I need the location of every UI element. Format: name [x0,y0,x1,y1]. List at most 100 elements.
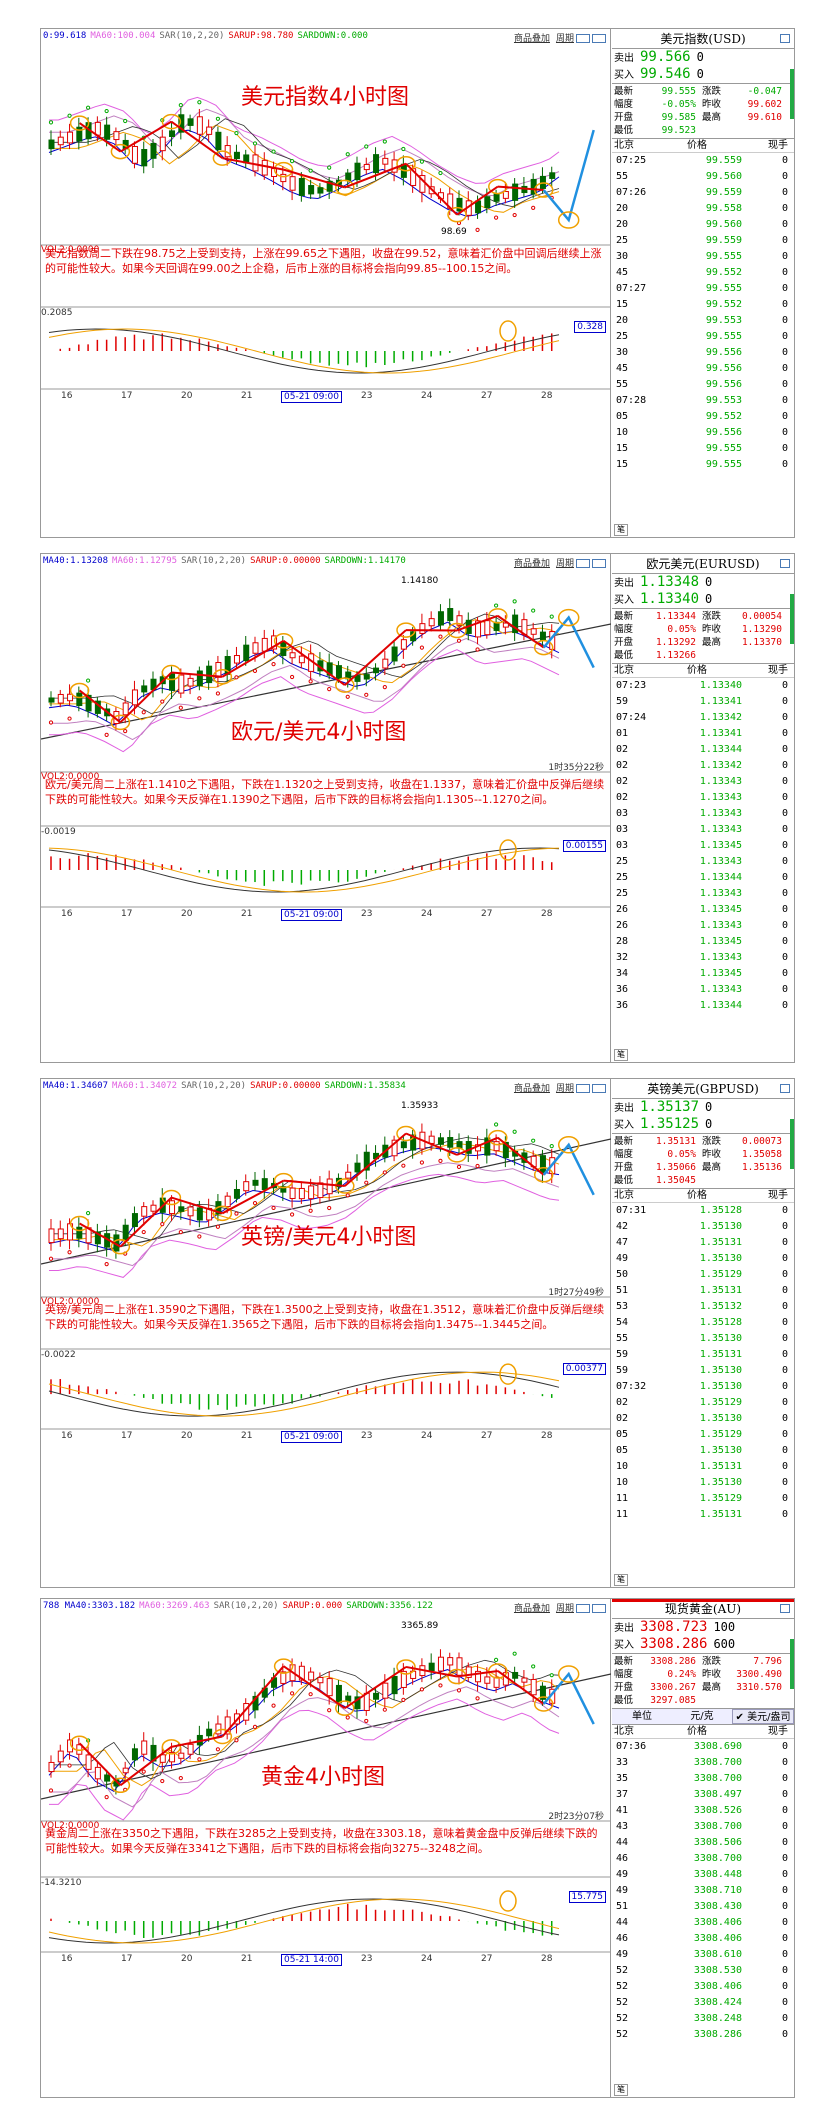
instrument-title: 欧元美元(EURUSD) [612,554,794,574]
unit-option[interactable]: ✔ 美元/盎司 [732,1709,794,1724]
sell-quote-row[interactable]: 卖出 1.35137 0 [612,1099,794,1116]
add-product-button[interactable]: 商品叠加 [513,1604,550,1614]
sar-dot [531,1138,536,1143]
candle-body [382,658,389,669]
sar-dot [104,732,109,737]
buy-quote-row[interactable]: 买入 1.35125 0 [612,1116,794,1133]
tick-row: 02 1.35130 0 [612,1411,794,1427]
sar-dot [512,599,517,604]
window-icon[interactable] [592,1084,606,1093]
window-icon[interactable] [576,1604,590,1613]
tick-cell: 1.35129 [699,1269,742,1280]
sar-dot [382,1707,387,1712]
window-icon[interactable] [592,34,606,43]
stat-cell: -0.05% [661,99,696,110]
candle-body [280,173,287,183]
tick-row: 51 1.35131 0 [612,1283,794,1299]
window-icon[interactable] [576,34,590,43]
indicator-value: SARUP:0.00000 [250,1081,321,1091]
period-button[interactable]: 周期 [555,34,574,44]
tick-cell: 02 [616,1413,629,1424]
pivot-marker [533,1696,554,1712]
stat-cell: 0.05% [667,624,696,635]
candle-body [308,185,315,195]
candle-body [187,1206,194,1217]
tick-header-cell: 北京 [614,1190,634,1201]
window-icon[interactable] [780,34,790,43]
window-icon[interactable] [780,1604,790,1613]
chart-area[interactable]: 788 MA40:3303.182 MA60:3269.463 SAR(10,2,2… [41,1599,611,2097]
tick-cell: 25 [616,872,629,883]
sell-quote-row[interactable]: 卖出 3308.723 100 [612,1619,794,1636]
sell-quote-row[interactable]: 卖出 99.566 0 [612,49,794,66]
tick-cell: 1.13343 [699,888,742,899]
tick-cell: 0 [781,1221,788,1232]
buy-quote-row[interactable]: 买入 1.13340 0 [612,591,794,608]
buy-quote-row[interactable]: 买入 99.546 0 [612,66,794,83]
quote-qty: 0 [705,1100,713,1114]
scrollbar[interactable] [790,1639,794,1689]
pivot-marker [110,1777,131,1794]
tick-cell: 34 [616,968,629,979]
scrollbar[interactable] [790,1119,794,1169]
window-icon[interactable] [592,559,606,568]
tick-cell: 99.559 [705,155,742,166]
scrollbar[interactable] [790,594,794,644]
stat-cell: 1.35058 [741,1149,782,1160]
period-button[interactable]: 周期 [555,559,574,569]
window-icon[interactable] [592,1604,606,1613]
unit-toggle[interactable]: 单位 元/克 ✔ 美元/盎司 [612,1709,794,1725]
tick-cell: 1.13345 [699,904,742,915]
stat-cell: 1.13290 [741,624,782,635]
tick-row: 07:25 99.559 0 [612,153,794,169]
window-icon[interactable] [576,1084,590,1093]
detail-tab[interactable]: 笔 [614,2084,628,2096]
tick-row: 55 99.560 0 [612,169,794,185]
add-product-button[interactable]: 商品叠加 [513,1084,550,1094]
chart-area[interactable]: MA40:1.13208 MA60:1.12795 SAR(10,2,20) SARU… [41,554,611,1062]
tick-header-cell: 北京 [614,1726,634,1737]
volume-label: VOL2:0.0000 [41,1297,100,1307]
tick-cell: 07:32 [616,1381,647,1392]
unit-option[interactable]: 单位 [632,1711,652,1722]
detail-tab[interactable]: 笔 [614,1049,628,1061]
tick-cell: 3308.700 [693,1773,742,1784]
window-icon[interactable] [780,1084,790,1093]
candle-body [391,159,398,173]
candle-body [502,1141,509,1159]
sar-dot [493,1122,499,1127]
date-tick: 17 [121,909,133,919]
tick-row: 35 3308.700 0 [612,1771,794,1787]
tick-cell: 37 [616,1789,629,1800]
buy-quote-row[interactable]: 买入 3308.286 600 [612,1636,794,1653]
pivot-marker [335,179,355,196]
sell-quote-row[interactable]: 卖出 1.13348 0 [612,574,794,591]
stat-cell [702,1174,732,1187]
add-product-button[interactable]: 商品叠加 [513,559,550,569]
high-price-label: 1.35933 [401,1101,439,1111]
window-icon[interactable] [576,559,590,568]
add-product-button[interactable]: 商品叠加 [513,34,550,44]
detail-tab[interactable]: 笔 [614,524,628,536]
macd-marker [499,320,517,342]
candle-body [298,1665,305,1681]
tick-row: 07:26 99.559 0 [612,185,794,201]
chart-area[interactable]: 0:99.618 MA60:100.004 SAR(10,2,20) SARUP:98… [41,29,611,537]
window-icon[interactable] [780,559,790,568]
unit-option[interactable]: 元/克 [690,1711,714,1722]
detail-tab[interactable]: 笔 [614,1574,628,1586]
sar-dot [364,1718,369,1724]
chart-title: 黄金4小时图 [261,1765,385,1790]
candle-body [308,1185,315,1200]
tick-row: 25 1.13343 0 [612,886,794,902]
candle-body [363,1151,370,1171]
scrollbar[interactable] [790,69,794,119]
moving-average-line [49,649,560,753]
period-button[interactable]: 周期 [555,1084,574,1094]
chart-area[interactable]: MA40:1.34607 MA60:1.34072 SAR(10,2,20) SARU… [41,1079,611,1587]
macd-line [48,1898,560,1944]
tick-cell: 0 [781,680,788,691]
period-button[interactable]: 周期 [555,1604,574,1614]
candle-body [85,694,92,712]
candle-body [400,639,407,650]
